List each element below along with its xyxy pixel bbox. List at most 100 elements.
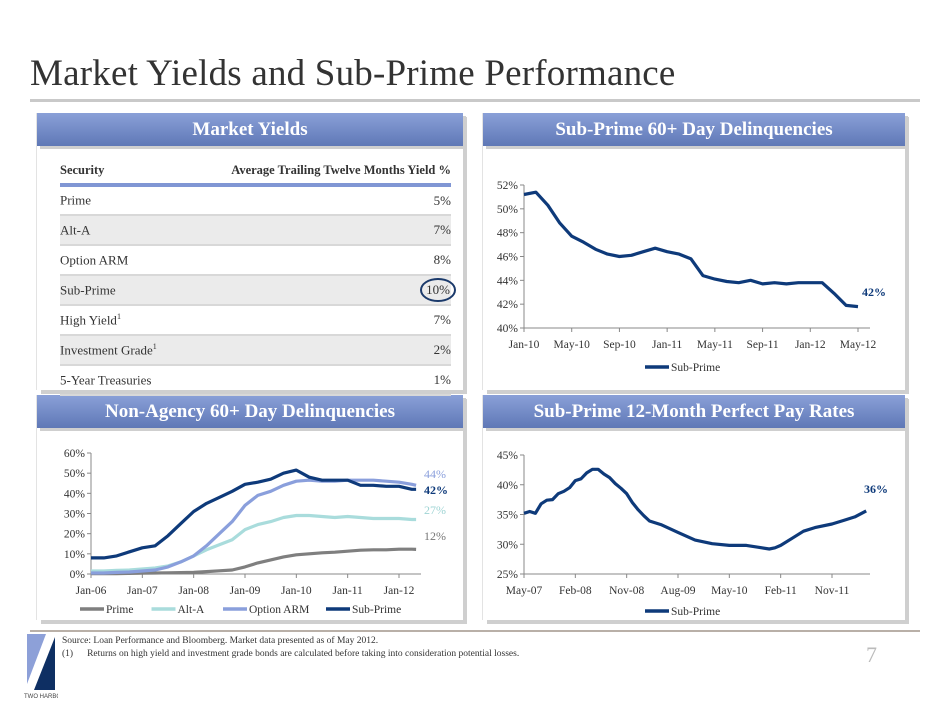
legend-label: Sub-Prime (671, 606, 720, 618)
yield-value: 1% (433, 372, 451, 387)
x-tick-label: Jan-10 (281, 585, 312, 597)
footnote-ref: 1 (152, 341, 157, 351)
security-cell: Investment Grade1 (60, 335, 180, 366)
market-yields-header: Market Yields (37, 113, 463, 146)
y-tick-label: 52% (497, 180, 519, 192)
source-note: Source: Loan Performance and Bloomberg. … (62, 636, 379, 646)
yield-cell: 2% (179, 335, 451, 366)
y-tick-label: 50% (64, 468, 86, 480)
y-tick-label: 25% (497, 569, 519, 581)
x-tick-label: Jan-11 (652, 339, 682, 351)
table-row: Alt-A 7% (60, 215, 451, 246)
data-label: 42% (862, 285, 886, 299)
x-tick-label: Sep-11 (746, 339, 778, 351)
yield-cell: 10% (179, 275, 456, 306)
series-line-sub-prime (523, 190, 859, 309)
x-tick-label: May-12 (840, 339, 877, 351)
yield-cell: 7% (179, 305, 451, 336)
y-tick-label: 50% (497, 204, 519, 216)
data-label: 36% (864, 482, 888, 496)
security-name: Prime (60, 192, 92, 208)
y-tick-label: 35% (497, 510, 519, 522)
y-tick-label: 60% (64, 448, 86, 460)
security-name: Alt-A (60, 222, 91, 238)
yield-cell: 5% (179, 185, 451, 216)
market-yields-table: Security Average Trailing Twelve Months … (60, 157, 456, 396)
title-divider (30, 99, 920, 102)
series-line-prime (91, 547, 417, 576)
highlighted-yield: 10% (420, 278, 456, 302)
x-tick-label: Jan-09 (230, 585, 261, 597)
x-tick-label: Feb-08 (559, 585, 592, 597)
footnote-ref: 1 (116, 311, 121, 321)
footnote-marker: (1) (62, 649, 74, 659)
legend-label: Sub-Prime (352, 604, 401, 616)
non-agency-panel (37, 395, 463, 620)
x-tick-label: Jan-06 (76, 585, 107, 597)
yield-cell: 8% (179, 245, 451, 276)
data-label: 42% (424, 483, 448, 497)
security-name: Option ARM (60, 252, 129, 268)
footer-divider (30, 630, 920, 632)
series-line-sub-prime (523, 467, 867, 551)
x-tick-label: Nov-08 (609, 585, 644, 597)
x-tick-label: Nov-11 (815, 585, 850, 597)
x-tick-label: May-11 (697, 339, 733, 351)
security-cell: High Yield1 (60, 305, 180, 336)
security-name: Investment Grade (60, 342, 153, 358)
y-tick-label: 44% (497, 275, 519, 287)
security-name: 5-Year Treasuries (60, 372, 152, 388)
y-tick-label: 48% (497, 228, 519, 240)
y-tick-label: 46% (497, 252, 519, 264)
y-tick-label: 30% (64, 509, 86, 521)
security-name: High Yield (60, 312, 117, 328)
yield-value: 2% (433, 342, 451, 357)
column-header-security: Security (60, 157, 180, 187)
table-row: Option ARM 8% (60, 245, 451, 276)
y-tick-label: 42% (497, 299, 519, 311)
x-tick-label: May-10 (554, 339, 591, 351)
data-label: 12% (424, 529, 446, 543)
x-tick-label: Aug-09 (660, 585, 695, 597)
y-tick-label: 30% (497, 539, 519, 551)
y-tick-label: 10% (64, 549, 86, 561)
yield-cell: 7% (179, 215, 451, 246)
subprime-60-day-panel (483, 113, 905, 390)
y-tick-label: 40% (497, 480, 519, 492)
y-tick-label: 20% (64, 529, 86, 541)
column-header-yield: Average Trailing Twelve Months Yield % (179, 157, 451, 187)
subprime-60-day-header: Sub-Prime 60+ Day Delinquencies (483, 113, 905, 146)
series-line-alt-a (91, 513, 417, 573)
security-cell: Alt-A (60, 215, 180, 246)
footnote-text: Returns on high yield and investment gra… (87, 649, 520, 659)
y-tick-label: 40% (64, 488, 86, 500)
legend-label: Option ARM (249, 604, 309, 616)
table-row: Sub-Prime 10% (60, 275, 456, 306)
x-tick-label: Jan-11 (333, 585, 363, 597)
yield-cell: 1% (179, 365, 451, 396)
x-tick-label: Feb-11 (765, 585, 797, 597)
series-line-option-arm (91, 478, 417, 575)
x-tick-label: May-10 (711, 585, 748, 597)
x-tick-label: Jan-10 (509, 339, 540, 351)
table-row: High Yield1 7% (60, 305, 451, 336)
legend-label: Prime (106, 604, 133, 616)
y-tick-label: 0% (70, 569, 86, 581)
series-line-sub-prime (91, 468, 417, 560)
footnote-1: (1) Returns on high yield and investment … (62, 648, 519, 661)
perfect-pay-header: Sub-Prime 12-Month Perfect Pay Rates (483, 395, 905, 428)
x-tick-label: Jan-08 (178, 585, 209, 597)
x-tick-label: May-07 (506, 585, 543, 597)
security-cell: Prime (60, 185, 180, 216)
page-number: 7 (866, 642, 877, 667)
legend-label: Sub-Prime (671, 362, 720, 374)
perfect-pay-panel (483, 395, 905, 620)
data-label: 44% (424, 467, 446, 481)
x-tick-label: Jan-07 (127, 585, 158, 597)
security-cell: 5-Year Treasuries (60, 365, 180, 396)
table-row: 5-Year Treasuries 1% (60, 365, 451, 396)
x-tick-label: Jan-12 (795, 339, 826, 351)
two-harbors-logo: TWO HARBORS (24, 634, 58, 700)
non-agency-header: Non-Agency 60+ Day Delinquencies (37, 395, 463, 428)
